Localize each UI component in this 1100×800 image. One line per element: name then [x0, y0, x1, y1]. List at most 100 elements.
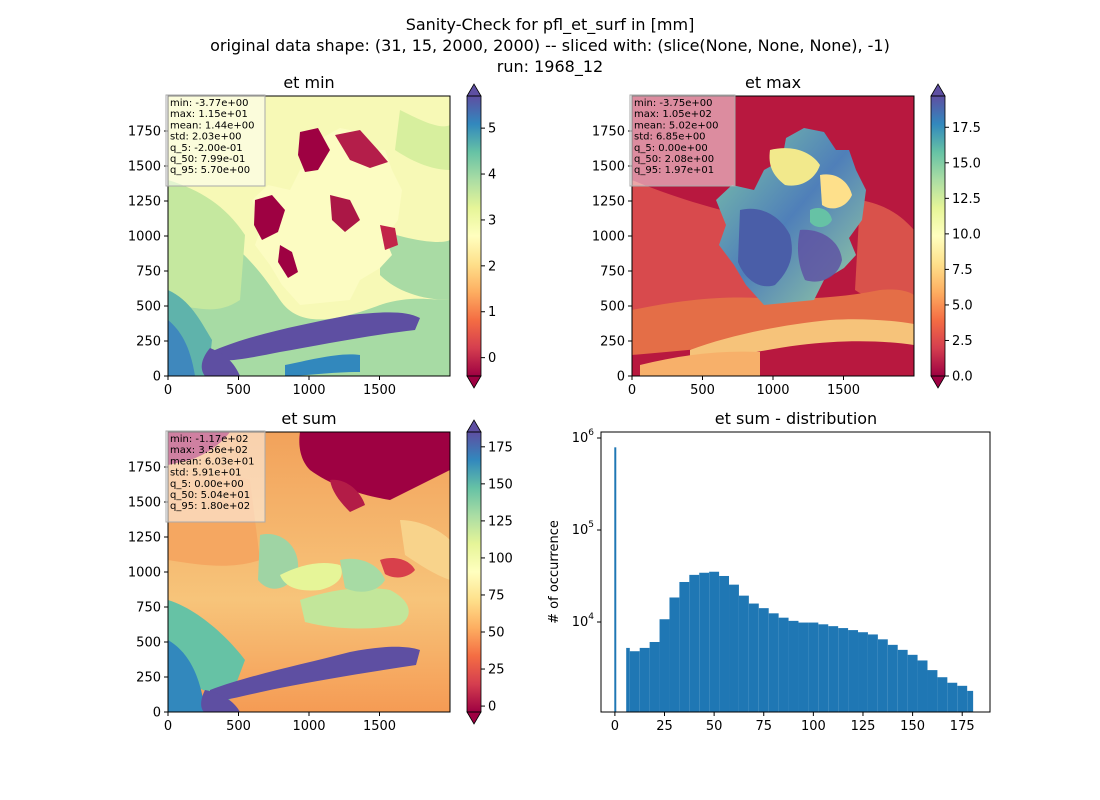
colorbar-tick-label: 0 [488, 700, 496, 715]
xtick-label: 50 [706, 719, 723, 734]
colorbar-tick-label: 100 [488, 551, 513, 566]
panel-title-et-min: et min [283, 73, 334, 92]
histogram-bar [937, 677, 948, 712]
ytick-label: 0 [617, 370, 625, 385]
histogram-bar [699, 572, 710, 712]
colorbar-tick-label: 75 [488, 588, 505, 603]
colorbars: 0 1 2 3 4 5 0.0 2.5 5.0 7.5 10.0 12.5 15.0 17.5 0 25 50 7… [466, 83, 981, 725]
stats-box [165, 430, 266, 523]
stats-line: q_5: -2.00e-01 [170, 143, 243, 154]
ytick-label: 1750 [128, 461, 161, 476]
colorbar-tick-label: 10.0 [952, 227, 981, 242]
ytick-label: 750 [136, 601, 161, 616]
histogram-bar [738, 595, 749, 712]
histogram-bar [629, 651, 640, 712]
colorbar-tick-label: 3 [488, 213, 496, 228]
colorbar-tick-label: 0.0 [952, 370, 973, 385]
colorbar-tick-label: 4 [488, 168, 496, 183]
xtick-label: 25 [656, 719, 673, 734]
figure-title-line-1: Sanity-Check for pfl_et_surf in [mm] [406, 15, 695, 35]
ytick-label: 500 [600, 300, 625, 315]
colorbar-tick-label: 5.0 [952, 298, 973, 313]
histogram-bar [758, 608, 769, 712]
histogram-bar [778, 617, 789, 712]
stats-line: std: 5.91e+01 [170, 468, 242, 479]
histogram-bar [639, 647, 650, 712]
ytick-label: 1750 [592, 125, 625, 140]
colorbar-extend-max [466, 83, 482, 97]
stats-line: std: 6.85e+00 [634, 132, 706, 143]
ytick-label: 105 [572, 520, 594, 538]
colorbar-tick-label: 2 [488, 259, 496, 274]
histogram-bar [828, 626, 839, 712]
histogram-bar [907, 654, 918, 712]
stats-line: min: -3.75e+00 [634, 98, 713, 109]
stats-line: std: 2.03e+00 [170, 132, 242, 143]
colorbar-tick-label: 175 [488, 440, 513, 455]
stats-line: min: -1.17e+02 [170, 434, 249, 445]
colorbar-tick-label: 5 [488, 122, 496, 137]
stats-line: q_5: 0.00e+00 [170, 479, 244, 490]
ytick-label: 750 [136, 265, 161, 280]
colorbar-tick-label: 17.5 [952, 121, 981, 136]
colorbar-tick-label: 1 [488, 305, 496, 320]
colorbar-tick-label: 12.5 [952, 192, 981, 207]
histogram-bar [818, 624, 829, 712]
colorbar-frame [466, 431, 482, 713]
histogram-bar [679, 581, 690, 712]
histogram-bar [719, 575, 730, 712]
xtick-label: 1000 [756, 383, 789, 398]
xtick-label: 75 [755, 719, 772, 734]
panel-et-min [167, 95, 451, 377]
colorbar-tick-label: 25 [488, 663, 505, 678]
stats-line: q_5: 0.00e+00 [634, 143, 708, 154]
colorbar-tick-label: 0 [488, 351, 496, 366]
histogram-bar [867, 634, 878, 712]
ytick-label: 500 [136, 300, 161, 315]
xtick-label: 0 [164, 383, 172, 398]
colorbar-tick-label: 125 [488, 514, 513, 529]
colorbar-extend-max [466, 419, 482, 433]
stats-line: max: 3.56e+02 [170, 445, 248, 456]
stats-box [165, 94, 266, 187]
xtick-label: 1500 [363, 719, 396, 734]
histogram-bars [614, 447, 974, 712]
histogram-bar [858, 632, 868, 712]
histogram-bar [649, 641, 660, 712]
histogram-bar [848, 630, 859, 712]
panel-et-sum-distribution: et sum - distribution # of occurrence 0 2… [547, 409, 991, 734]
colorbar-tick-label: 2.5 [952, 334, 973, 349]
colorbar-gradient [467, 96, 481, 376]
ytick-label: 250 [600, 335, 625, 350]
ytick-label: 1500 [128, 496, 161, 511]
xtick-label: 175 [950, 719, 975, 734]
histogram-bar [798, 622, 809, 712]
hist-yticks: 104 105 106 [572, 428, 601, 630]
stats-line: q_95: 1.80e+02 [170, 501, 250, 512]
histogram-bar [768, 613, 779, 712]
hist-xticks: 0 25 50 75 100 125 150 175 [611, 712, 975, 734]
histogram-bar [967, 690, 974, 712]
ytick-label: 1000 [592, 230, 625, 245]
xtick-label: 0 [164, 719, 172, 734]
colorbar-tick-label: 50 [488, 626, 505, 641]
ytick-label: 1000 [128, 230, 161, 245]
histogram-bar [748, 603, 759, 712]
stats-line: q_95: 5.70e+00 [170, 165, 250, 176]
stats-line: q_50: 7.99e-01 [170, 154, 245, 165]
colorbar-extend-min [466, 711, 482, 725]
xtick-label: 500 [226, 719, 251, 734]
colorbar-extend-min [466, 375, 482, 389]
xtick-label: 0 [628, 383, 636, 398]
ytick-label: 1250 [128, 531, 161, 546]
ytick-label: 1750 [128, 125, 161, 140]
ytick-label: 1500 [128, 160, 161, 175]
axes-frame [600, 431, 991, 713]
colorbar-frame [466, 95, 482, 377]
histogram-bar [957, 685, 968, 712]
colorbar-tick-label: 15.0 [952, 156, 981, 171]
stats-line: min: -3.77e+00 [170, 98, 249, 109]
figure-title-line-2: original data shape: (31, 15, 2000, 2000… [210, 36, 890, 55]
